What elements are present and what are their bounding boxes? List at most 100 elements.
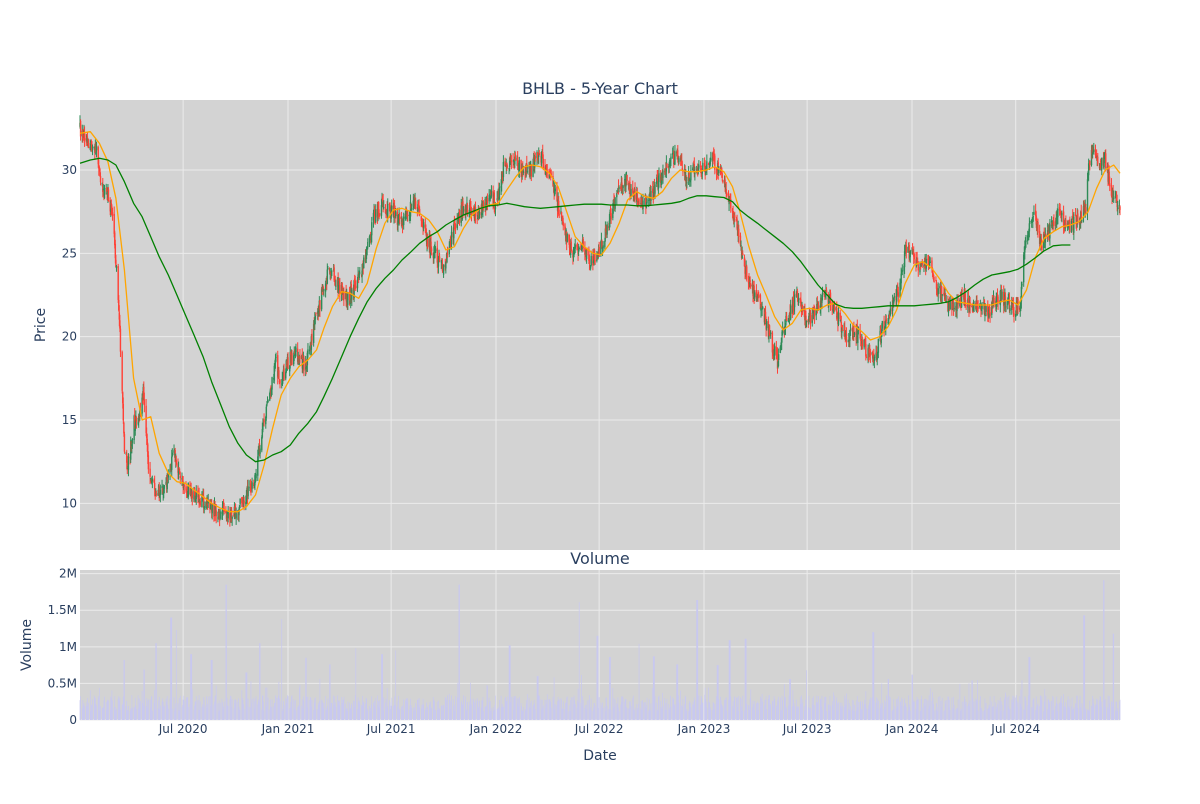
candle-body [684,169,686,182]
candle-body [678,158,680,163]
volume-bar [517,698,519,720]
candle-body [1095,156,1097,158]
candle-body [1075,224,1078,225]
candle-body [296,348,299,362]
volume-bar [99,687,100,720]
volume-bar [170,617,171,720]
volume-bar [996,706,998,720]
candle-body [215,510,217,517]
volume-bar [414,707,415,720]
volume-bar [576,707,578,720]
volume-bar [976,701,978,720]
volume-bar [290,701,292,720]
volume-bar [258,699,259,720]
candle-body [1073,216,1075,233]
candle-body [919,267,921,273]
candle-body [222,505,225,510]
volume-bar [203,697,205,720]
volume-bar [1031,708,1033,720]
candle-body [500,185,502,188]
volume-bar [298,706,300,720]
volume-bar [762,701,764,720]
candle-body [669,160,672,162]
volume-bar [940,710,941,720]
volume-bar [102,708,104,720]
moving-average-line-0 [79,131,1121,513]
candle-body [993,298,995,303]
volume-bar [1083,615,1084,720]
volume-bar [754,701,756,720]
candle-body [327,268,329,269]
volume-bar [158,700,159,720]
volume-bar [977,710,979,720]
volume-bar [303,696,304,720]
candle-body [863,339,865,348]
volume-bar [496,708,498,720]
candle-body [1020,302,1022,305]
candle-body [387,204,389,217]
volume-bar [519,696,520,720]
volume-bar [198,695,200,720]
volume-bar [482,697,484,720]
volume-bar [133,706,135,720]
candle-body [668,163,670,168]
volume-bar [678,702,680,720]
volume-bar [1023,709,1025,720]
volume-bar [353,700,354,720]
volume-bar [371,696,373,720]
volume-bar [780,697,781,720]
candle-body [861,340,864,346]
volume-bar [397,701,399,720]
candle-body [1067,223,1069,226]
volume-bar [114,696,116,720]
volume-bar [1075,704,1077,720]
volume-bar [873,632,875,720]
volume-bar [614,706,615,720]
candle-body [194,495,196,501]
volume-bar [471,704,472,720]
volume-bar [1016,700,1018,720]
candle-body [397,218,400,220]
volume-bar [349,707,351,720]
volume-bar [621,696,622,720]
volume-bar [1039,706,1041,720]
volume-bar [428,704,430,720]
volume-bar [879,707,881,720]
volume-bar [1037,703,1039,720]
volume-bar [87,698,88,720]
volume-bar [313,710,315,720]
candle-body [1053,221,1055,226]
candle-body [849,330,851,342]
volume-bar [222,702,223,720]
candle-body [538,153,541,155]
volume-bar [283,705,285,720]
candle-body [354,282,356,286]
candle-body [538,153,540,158]
candle-body [781,327,784,334]
volume-bar [116,708,117,720]
volume-bar [106,700,108,720]
volume-bar [973,701,975,720]
volume-bar [238,698,239,720]
candle-body [542,152,544,157]
volume-bar [508,645,510,720]
volume-bar [127,710,129,720]
volume-bar [681,705,683,720]
volume-bar [1089,700,1091,720]
volume-bar [401,708,403,720]
candle-body [247,486,249,497]
candle-body [832,308,835,312]
volume-bar [919,710,921,720]
volume-bar [1096,705,1098,720]
volume-bar [1007,706,1009,720]
candle-body [442,264,445,275]
candle-body [1070,220,1073,232]
volume-bar [662,692,663,720]
volume-bar [777,701,779,720]
candle-body [368,236,371,243]
volume-bar [103,707,104,720]
volume-bar [1109,703,1111,720]
candle-body [367,241,369,248]
volume-bar [997,703,998,720]
